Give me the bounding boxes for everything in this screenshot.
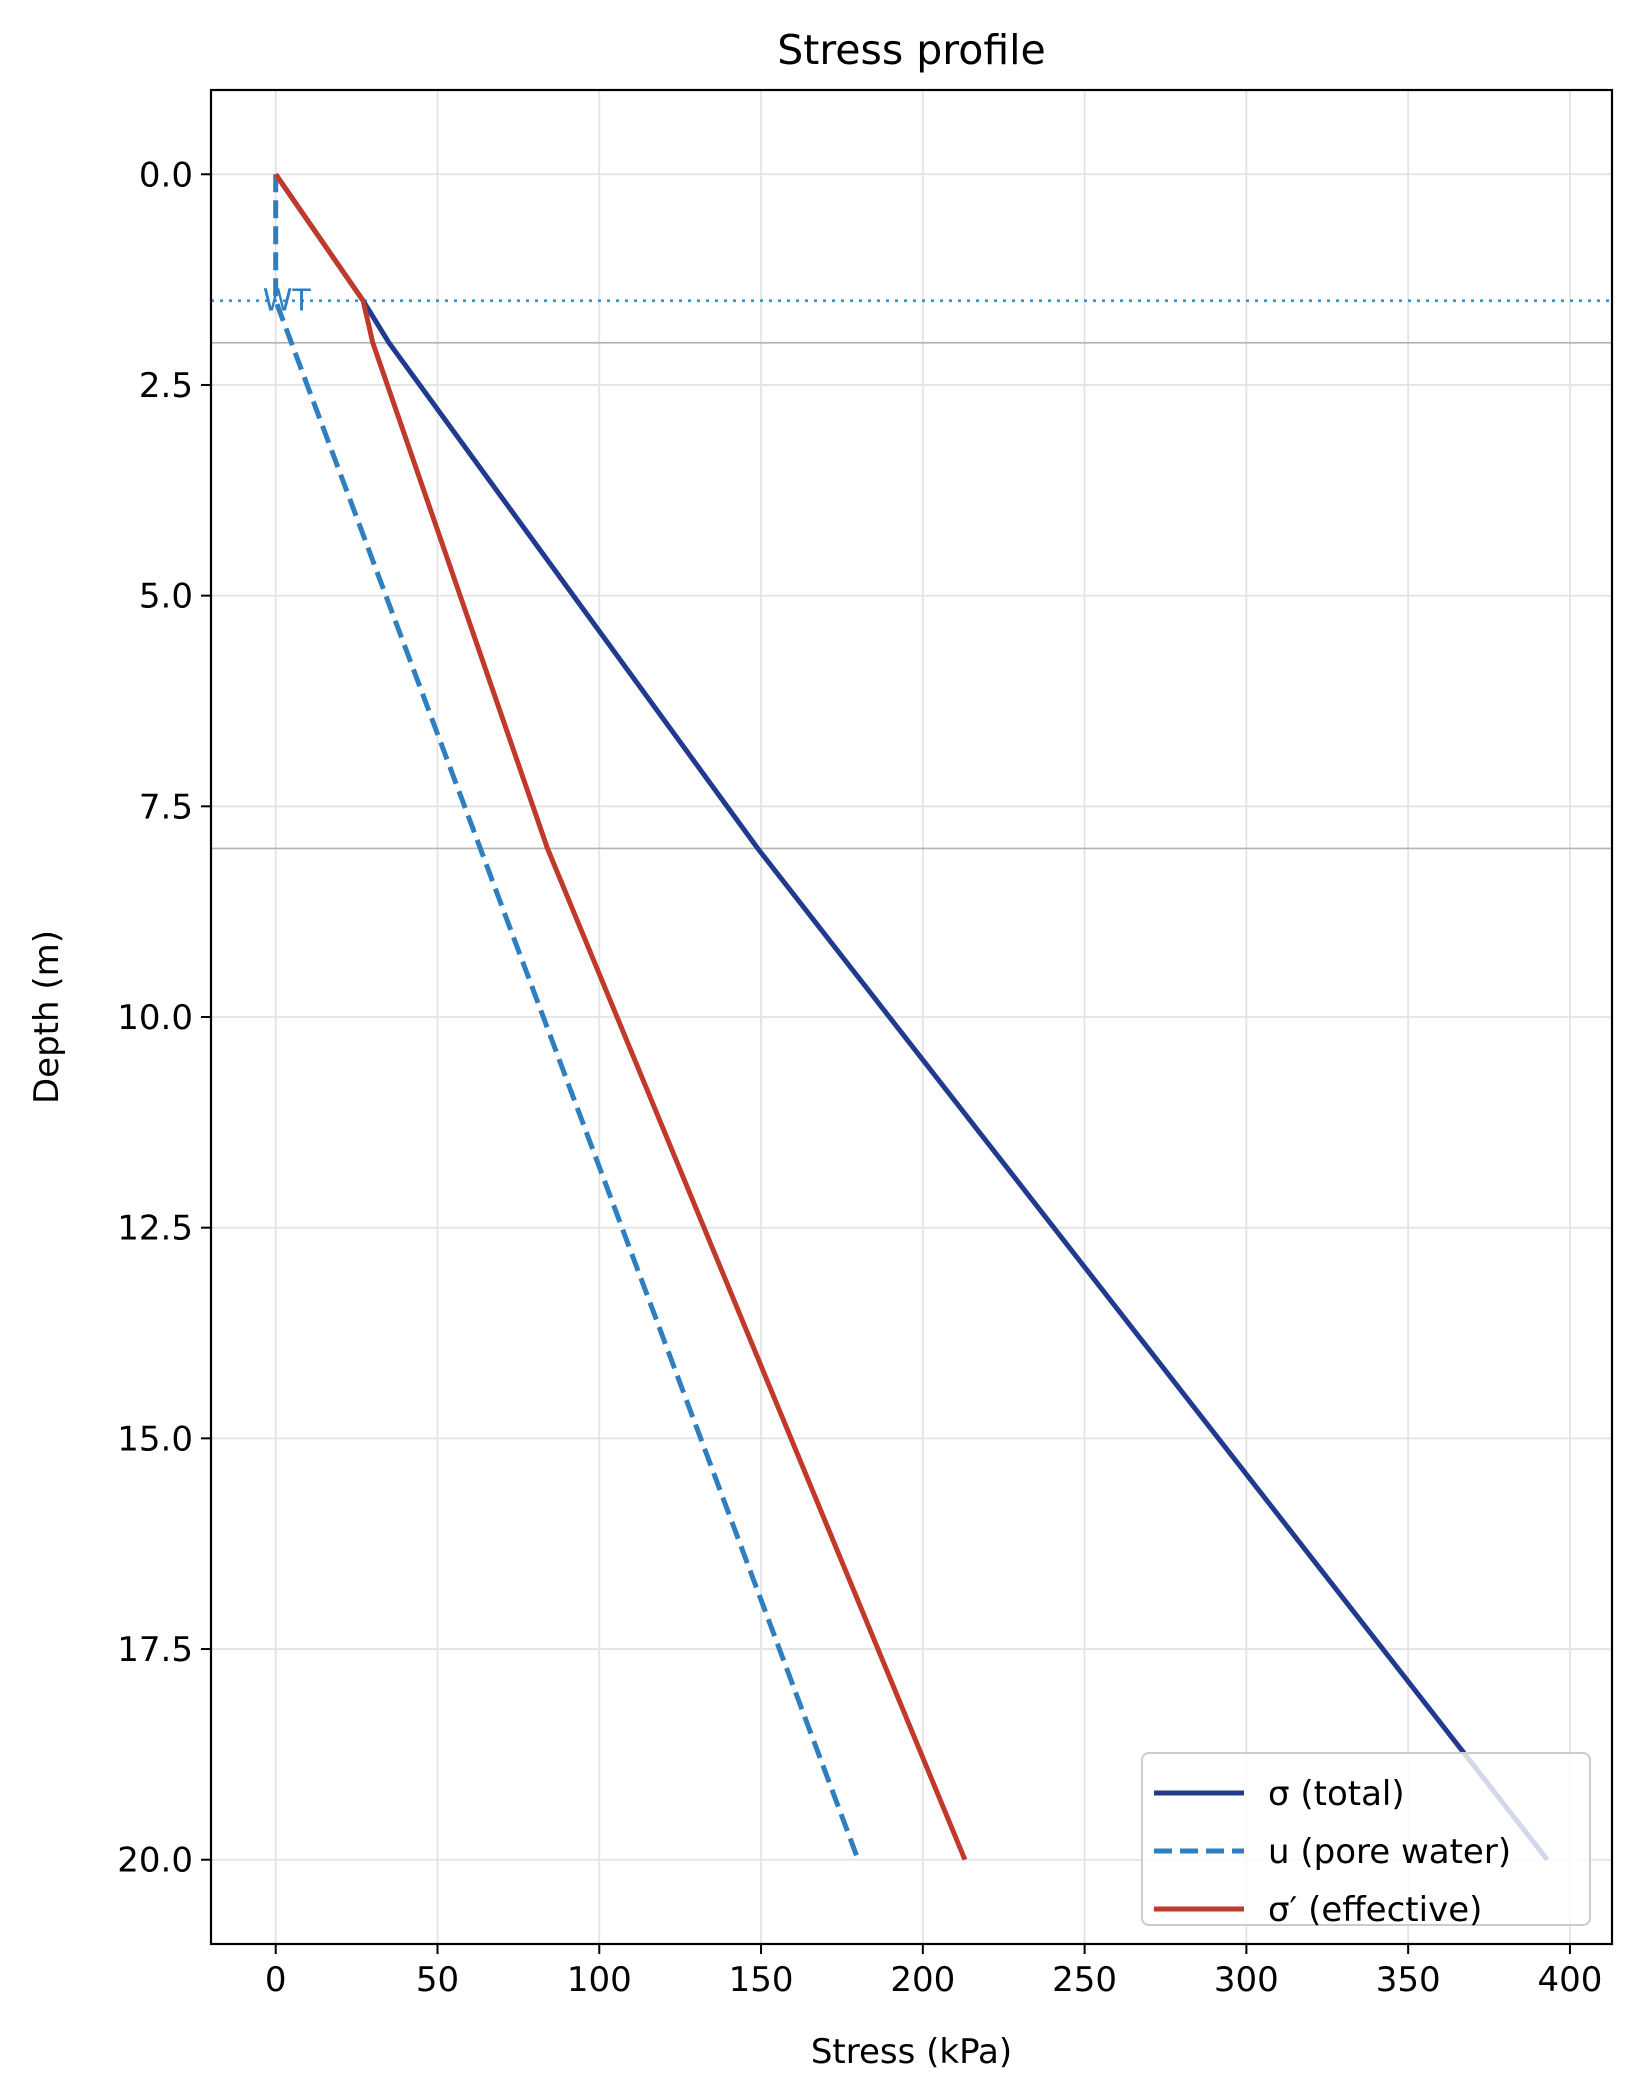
- legend: σ (total) u (pore water) σ′ (effective): [1141, 1752, 1591, 1930]
- y-tick-label: 12.5: [117, 1209, 193, 1249]
- y-tick-label: 17.5: [117, 1630, 193, 1670]
- y-tick-label: 2.5: [139, 366, 193, 406]
- legend-label: σ′ (effective): [1268, 1890, 1482, 1930]
- grid: [211, 90, 1612, 1944]
- y-tick-label: 0.0: [139, 155, 193, 195]
- legend-label: u (pore water): [1268, 1832, 1511, 1872]
- water-table-label: WT: [263, 284, 312, 319]
- x-axis-label: Stress (kPa): [811, 2032, 1012, 2072]
- x-tick-label: 350: [1376, 1960, 1441, 2000]
- x-tick-label: 300: [1214, 1960, 1279, 2000]
- y-tick-label: 15.0: [117, 1419, 193, 1459]
- legend-box: [1141, 1752, 1591, 1926]
- x-tick-label: 200: [890, 1960, 955, 2000]
- x-tick-label: 400: [1537, 1960, 1602, 2000]
- series-line-2: [273, 174, 861, 1861]
- y-tick-label: 7.5: [139, 787, 193, 827]
- y-axis-ticks: 0.0 2.5 5.0 7.5 10.0 12.5 15.0 17.5 20.0: [117, 155, 211, 1881]
- y-tick-label: 5.0: [139, 577, 193, 617]
- y-tick-label: 10.0: [117, 998, 193, 1038]
- plot-area: [273, 172, 1550, 1862]
- series-line-3: [273, 172, 968, 1861]
- chart-title: Stress profile: [777, 26, 1046, 74]
- x-tick-label: 50: [416, 1960, 459, 2000]
- x-axis-ticks: 0 50 100 150 200 250 300 350 400: [265, 1944, 1602, 2000]
- x-tick-label: 100: [567, 1960, 632, 2000]
- x-tick-label: 0: [265, 1960, 287, 2000]
- x-tick-label: 250: [1052, 1960, 1117, 2000]
- reference-lines: WT: [211, 284, 1612, 850]
- x-tick-label: 150: [729, 1960, 794, 2000]
- y-tick-label: 20.0: [117, 1841, 193, 1881]
- legend-label: σ (total): [1268, 1774, 1405, 1814]
- y-axis-label: Depth (m): [27, 930, 67, 1104]
